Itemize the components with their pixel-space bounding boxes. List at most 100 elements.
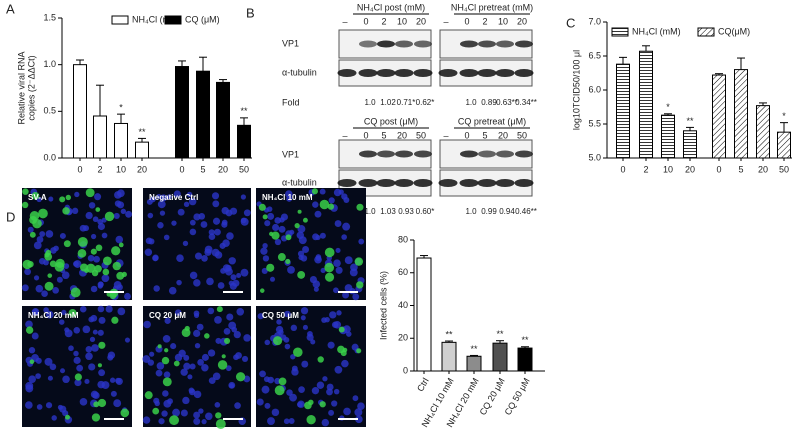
infected-cell xyxy=(77,236,88,247)
x-tick-label: 20 xyxy=(685,164,695,174)
fold-value: 1.03 xyxy=(380,207,396,216)
x-tick-label: Ctrl xyxy=(415,376,431,393)
nucleus xyxy=(94,193,102,201)
nucleus xyxy=(125,210,133,218)
nucleus xyxy=(189,228,197,236)
nucleus xyxy=(226,232,234,240)
nucleus xyxy=(312,233,319,241)
nucleus xyxy=(91,344,99,352)
nucleus xyxy=(298,386,305,393)
nucleus xyxy=(97,218,104,225)
nucleus xyxy=(43,307,49,313)
band xyxy=(394,179,414,187)
nucleus xyxy=(266,206,273,212)
nucleus xyxy=(333,388,340,395)
nucleus xyxy=(310,339,316,345)
nucleus xyxy=(147,212,154,219)
nucleus xyxy=(328,197,335,204)
nucleus xyxy=(56,276,63,283)
nucleus xyxy=(264,402,271,409)
infected-cell xyxy=(216,306,223,313)
nucleus xyxy=(222,239,230,247)
blot-title: NH₄Cl post (mM) xyxy=(357,2,425,12)
bar xyxy=(196,70,210,159)
infected-cell xyxy=(85,188,95,198)
error-bar xyxy=(76,59,84,65)
nucleus xyxy=(240,268,249,277)
nucleus xyxy=(352,293,360,301)
nucleus xyxy=(212,217,221,225)
x-tick-label: 0 xyxy=(77,164,82,174)
band xyxy=(337,179,357,187)
nucleus xyxy=(208,377,216,385)
bar xyxy=(734,69,748,159)
nucleus xyxy=(166,194,172,200)
nucleus xyxy=(53,245,59,252)
nucleus xyxy=(220,268,226,274)
nucleus xyxy=(207,349,216,357)
nucleus xyxy=(163,399,172,408)
nucleus xyxy=(260,247,268,255)
nucleus xyxy=(92,391,100,400)
significance: ** xyxy=(470,344,478,354)
nucleus xyxy=(109,377,116,383)
bar xyxy=(492,342,508,372)
nucleus xyxy=(88,202,96,209)
bar xyxy=(73,64,87,159)
nucleus xyxy=(297,225,306,233)
nucleus xyxy=(92,216,99,223)
micrograph-label: CQ 50 μM xyxy=(262,311,299,320)
nucleus xyxy=(144,248,153,256)
nucleus xyxy=(98,369,106,377)
legend-label: NH₄Cl (mM) xyxy=(132,14,181,24)
band xyxy=(514,179,534,187)
nucleus xyxy=(223,327,231,335)
infected-cell xyxy=(161,356,170,365)
error-bar xyxy=(138,137,146,143)
micrograph: SV-A xyxy=(21,188,133,301)
nucleus xyxy=(198,213,206,220)
nucleus xyxy=(174,353,183,362)
band xyxy=(376,69,396,77)
nucleus xyxy=(312,280,321,288)
band xyxy=(395,40,413,48)
nucleus xyxy=(28,347,36,354)
nucleus xyxy=(289,393,297,402)
nucleus xyxy=(355,415,363,424)
nucleus xyxy=(61,271,70,280)
infected-cell xyxy=(319,199,330,210)
nucleus xyxy=(187,374,193,380)
nucleus xyxy=(148,238,155,245)
nucleus xyxy=(225,365,232,372)
micrograph-label: SV-A xyxy=(28,193,47,202)
infected-cell xyxy=(297,209,302,214)
lane-label: 2 xyxy=(482,16,487,26)
bar xyxy=(175,66,189,159)
infected-cell xyxy=(157,344,162,349)
nucleus xyxy=(214,316,222,324)
infected-cell xyxy=(319,401,326,408)
nucleus xyxy=(90,314,98,322)
nucleus xyxy=(32,309,39,316)
nucleus xyxy=(331,400,338,407)
nucleus xyxy=(331,321,339,328)
band xyxy=(478,150,496,158)
nucleus xyxy=(204,248,212,256)
infected-cell xyxy=(84,268,89,274)
nucleus xyxy=(172,408,181,417)
bar xyxy=(416,257,432,372)
band xyxy=(460,40,478,48)
micrograph: NH₄Cl 10 mM xyxy=(256,188,366,301)
infected-cell xyxy=(65,194,71,201)
infected-cell xyxy=(68,308,77,317)
micrograph-label: CQ 20 μM xyxy=(149,311,186,320)
infected-cell xyxy=(266,263,275,272)
nucleus xyxy=(90,233,97,240)
nucleus xyxy=(342,222,351,231)
infected-cell xyxy=(32,218,42,229)
infected-cell xyxy=(169,415,179,426)
nucleus xyxy=(87,254,95,262)
significance: ** xyxy=(240,106,248,116)
band xyxy=(414,150,432,158)
nucleus xyxy=(262,243,268,249)
